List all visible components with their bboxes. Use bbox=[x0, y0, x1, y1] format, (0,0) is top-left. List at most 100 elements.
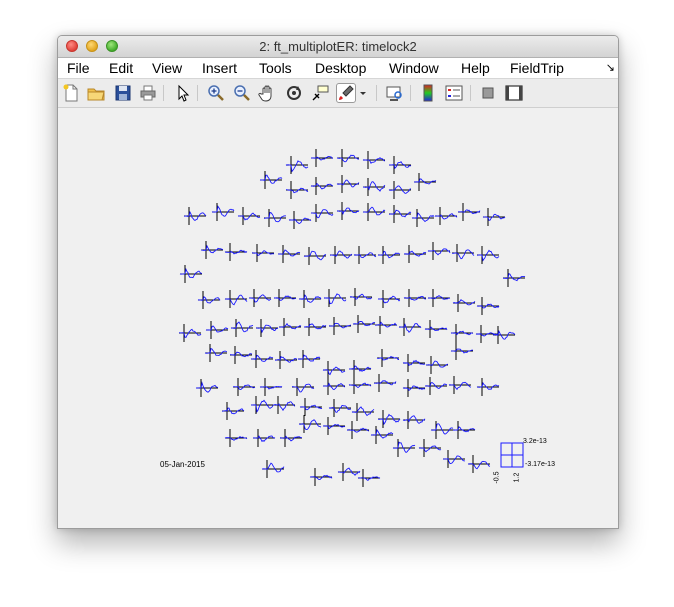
zoom-window-button[interactable] bbox=[106, 40, 118, 52]
channel-subplot[interactable] bbox=[337, 463, 361, 481]
zoom-out-button[interactable] bbox=[232, 83, 252, 103]
channel-subplot[interactable] bbox=[434, 207, 458, 225]
menu-file[interactable]: File bbox=[67, 60, 90, 76]
channel-subplot[interactable] bbox=[275, 351, 298, 369]
channel-subplot[interactable] bbox=[476, 246, 500, 264]
channel-subplot[interactable] bbox=[348, 360, 372, 378]
channel-subplot[interactable] bbox=[452, 244, 475, 262]
channel-subplot[interactable] bbox=[248, 289, 272, 307]
channel-subplot[interactable] bbox=[250, 396, 274, 414]
channel-subplot[interactable] bbox=[309, 468, 333, 486]
channel-subplot[interactable] bbox=[346, 421, 370, 439]
menu-fieldtrip[interactable]: FieldTrip bbox=[510, 60, 564, 76]
channel-subplot[interactable] bbox=[229, 346, 253, 364]
channel-subplot[interactable] bbox=[403, 245, 427, 263]
link-plot-button[interactable] bbox=[384, 83, 404, 103]
channel-subplot[interactable] bbox=[304, 318, 327, 336]
channel-subplot[interactable] bbox=[362, 203, 386, 221]
menu-edit[interactable]: Edit bbox=[109, 60, 134, 76]
channel-subplot[interactable] bbox=[351, 403, 375, 421]
channel-subplot[interactable] bbox=[259, 171, 283, 189]
channel-subplot[interactable] bbox=[279, 429, 303, 447]
channel-subplot[interactable] bbox=[251, 244, 275, 262]
channel-subplot[interactable] bbox=[329, 246, 353, 264]
edit-plot-button[interactable] bbox=[172, 83, 192, 103]
channel-subplot[interactable] bbox=[349, 288, 373, 306]
channel-subplot[interactable] bbox=[492, 326, 516, 344]
channel-subplot[interactable] bbox=[388, 181, 412, 199]
channel-subplot[interactable] bbox=[298, 290, 322, 308]
channel-subplot[interactable] bbox=[450, 324, 474, 342]
menu-desktop[interactable]: Desktop bbox=[315, 60, 367, 76]
channel-subplot[interactable] bbox=[288, 211, 312, 229]
channel-subplot[interactable] bbox=[237, 207, 261, 225]
channel-subplot[interactable] bbox=[205, 321, 229, 339]
channel-subplot[interactable] bbox=[261, 460, 285, 478]
channel-subplot[interactable] bbox=[411, 209, 435, 227]
channel-subplot[interactable] bbox=[252, 429, 276, 447]
channel-subplot[interactable] bbox=[370, 426, 394, 444]
channel-subplot[interactable] bbox=[299, 398, 323, 416]
channel-subplot[interactable] bbox=[286, 181, 309, 199]
menu-help[interactable]: Help bbox=[461, 60, 490, 76]
channel-subplot[interactable] bbox=[204, 344, 228, 362]
menu-view[interactable]: View bbox=[152, 60, 183, 76]
channel-subplot[interactable] bbox=[256, 319, 279, 337]
channel-subplot[interactable] bbox=[476, 378, 500, 396]
channel-subplot[interactable] bbox=[352, 315, 376, 333]
channel-subplot[interactable] bbox=[211, 203, 235, 221]
channel-subplot[interactable] bbox=[442, 450, 466, 468]
channel-subplot[interactable] bbox=[467, 455, 491, 473]
channel-subplot[interactable] bbox=[403, 289, 427, 307]
channel-subplot[interactable] bbox=[178, 324, 202, 342]
channel-subplot[interactable] bbox=[452, 421, 476, 439]
channel-subplot[interactable] bbox=[427, 242, 451, 260]
channel-subplot[interactable] bbox=[450, 342, 474, 360]
channel-subplot[interactable] bbox=[425, 356, 449, 374]
channel-subplot[interactable] bbox=[476, 297, 500, 315]
menu-window[interactable]: Window bbox=[389, 60, 439, 76]
channel-subplot[interactable] bbox=[475, 325, 499, 343]
channel-subplot[interactable] bbox=[224, 429, 248, 447]
channel-subplot[interactable] bbox=[303, 247, 327, 265]
figure-canvas[interactable]: 05-Jan-2015 3.2e-13 -3.17e-13 -0.5 1.2 bbox=[58, 108, 618, 528]
brush-button[interactable] bbox=[336, 83, 356, 103]
channel-subplot[interactable] bbox=[377, 410, 401, 428]
channel-subplot[interactable] bbox=[448, 376, 472, 394]
channel-subplot[interactable] bbox=[197, 291, 221, 309]
channel-subplot[interactable] bbox=[388, 205, 412, 223]
legend-button[interactable] bbox=[444, 83, 464, 103]
channel-subplot[interactable] bbox=[458, 203, 481, 221]
channel-subplot[interactable] bbox=[273, 289, 297, 307]
save-button[interactable] bbox=[113, 83, 133, 103]
channel-subplot[interactable] bbox=[413, 173, 437, 191]
print-button[interactable] bbox=[138, 83, 158, 103]
channel-subplot[interactable] bbox=[392, 439, 416, 457]
channel-subplot[interactable] bbox=[285, 156, 309, 174]
channel-subplot[interactable] bbox=[427, 289, 451, 307]
channel-subplot[interactable] bbox=[357, 469, 381, 487]
channel-subplot[interactable] bbox=[232, 378, 256, 396]
colorbar-button[interactable] bbox=[418, 83, 438, 103]
channel-subplot[interactable] bbox=[362, 178, 386, 196]
channel-subplot[interactable] bbox=[200, 241, 224, 259]
channel-subplot[interactable] bbox=[336, 149, 360, 167]
channel-subplot[interactable] bbox=[291, 378, 315, 396]
new-figure-button[interactable] bbox=[61, 83, 81, 103]
channel-subplot[interactable] bbox=[482, 208, 506, 226]
zoom-in-button[interactable] bbox=[206, 83, 226, 103]
channel-subplot[interactable] bbox=[402, 411, 426, 429]
channel-subplot[interactable] bbox=[263, 209, 287, 227]
channel-subplot[interactable] bbox=[322, 417, 346, 435]
menu-insert[interactable]: Insert bbox=[202, 60, 238, 76]
channel-subplot[interactable] bbox=[278, 245, 301, 263]
channel-subplot[interactable] bbox=[224, 243, 248, 261]
channel-subplot[interactable] bbox=[402, 379, 426, 397]
close-window-button[interactable] bbox=[66, 40, 78, 52]
channel-subplot[interactable] bbox=[322, 361, 346, 379]
channel-subplot[interactable] bbox=[250, 350, 274, 368]
channel-subplot[interactable] bbox=[183, 207, 207, 225]
channel-subplot[interactable] bbox=[375, 316, 398, 334]
channel-subplot[interactable] bbox=[402, 354, 426, 372]
channel-subplot[interactable] bbox=[230, 319, 254, 337]
